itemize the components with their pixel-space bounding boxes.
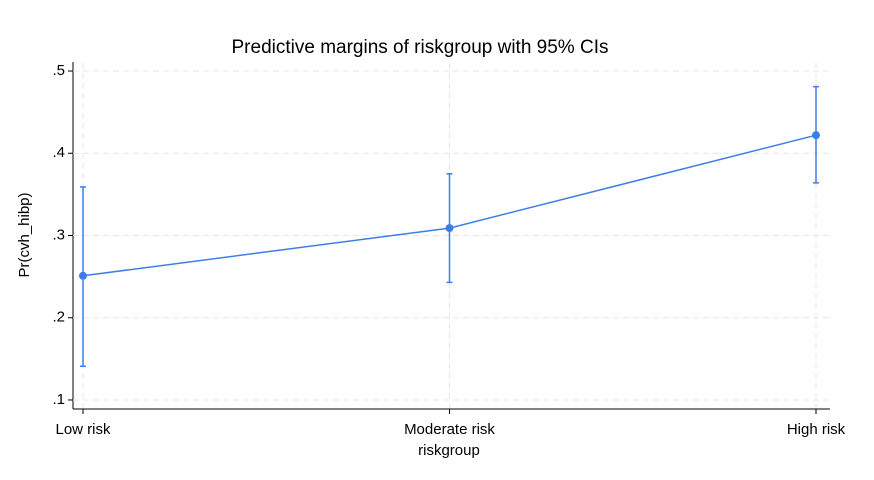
x-tick-label: High risk bbox=[787, 421, 846, 438]
y-tick-label: .4 bbox=[52, 144, 65, 161]
x-tick-label: Moderate risk bbox=[404, 421, 495, 438]
point bbox=[812, 131, 820, 140]
y-tick-label: .1 bbox=[52, 391, 65, 408]
y-axis-title: Pr(cvh_hibp) bbox=[16, 192, 33, 277]
y-tick-label: .3 bbox=[52, 226, 65, 243]
x-axis-title: riskgroup bbox=[418, 442, 480, 459]
point bbox=[79, 271, 87, 280]
y-tick-label: .5 bbox=[52, 62, 65, 79]
y-tick-label: .2 bbox=[52, 309, 65, 326]
x-tick-label: Low risk bbox=[55, 421, 111, 438]
chart-title: Predictive margins of riskgroup with 95%… bbox=[232, 37, 609, 58]
point bbox=[445, 224, 454, 233]
